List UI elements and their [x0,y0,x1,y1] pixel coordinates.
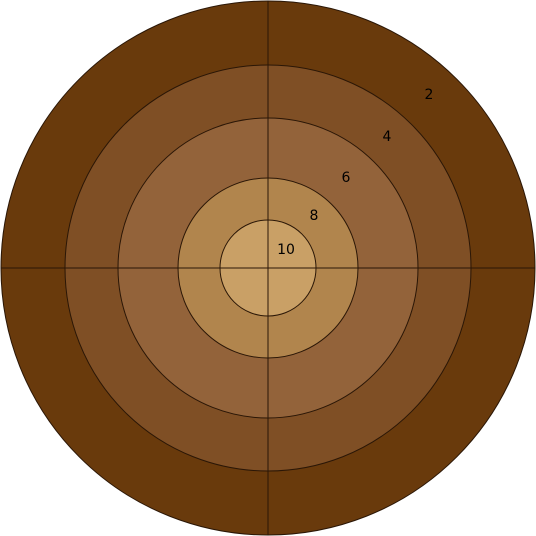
ring-score-label-2: 2 [425,87,434,103]
ring-score-label-8: 8 [310,208,319,224]
ring-score-label-10: 10 [277,242,295,258]
ring-score-label-6: 6 [342,170,351,186]
ring-score-label-4: 4 [383,129,392,145]
